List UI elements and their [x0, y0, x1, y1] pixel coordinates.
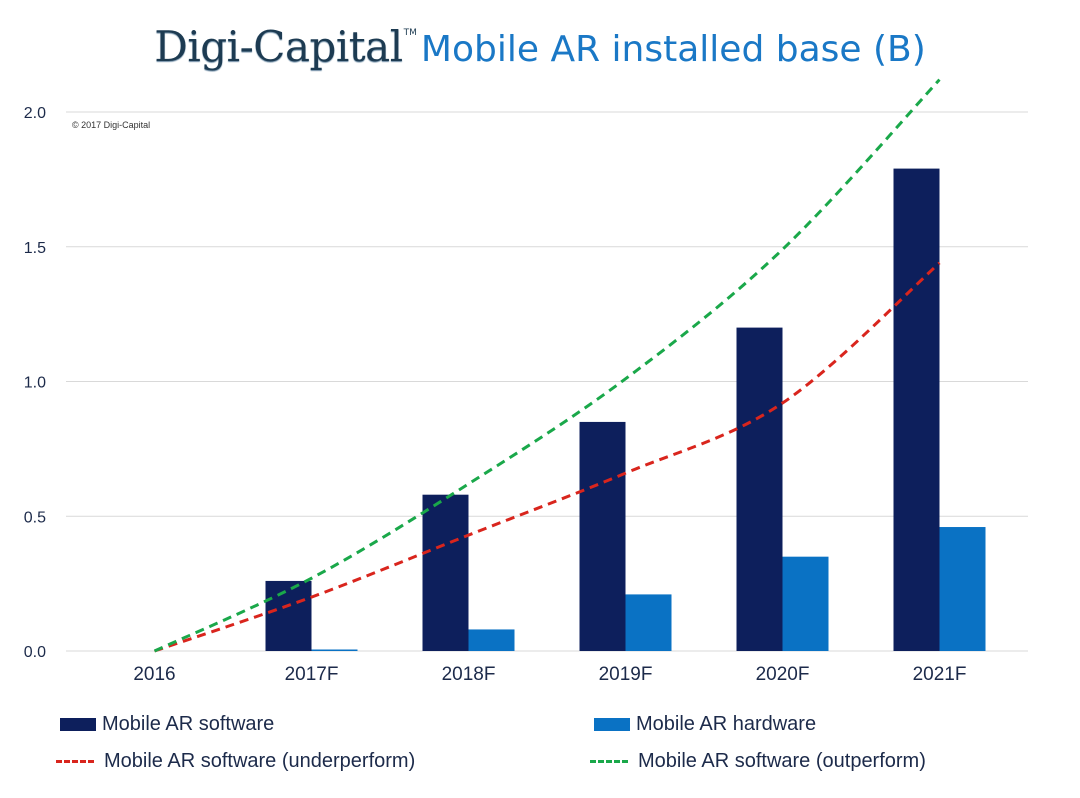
y-tick-label: 1.5	[24, 240, 46, 257]
y-tick-label: 0.5	[24, 509, 46, 526]
line-underperform	[154, 261, 941, 653]
legend-item-hardware: Mobile AR hardware	[594, 713, 816, 736]
legend-item-underperform: Mobile AR software (underperform)	[56, 750, 415, 773]
chart-title-row: Digi-CapitalTM Mobile AR installed base (…	[0, 22, 1080, 71]
legend-label-outperform: Mobile AR software (outperform)	[638, 750, 926, 772]
bar-hardware	[939, 527, 986, 651]
x-tick-label: 2018F	[442, 664, 496, 685]
y-tick-label: 0.0	[24, 644, 46, 661]
legend-swatch-hardware	[594, 718, 630, 731]
x-tick-label: 2017F	[285, 664, 339, 685]
bar-hardware	[625, 594, 672, 651]
bar-software	[893, 168, 940, 651]
legend-swatch-outperform	[590, 760, 628, 763]
line-outperform	[153, 78, 941, 653]
legend-label-hardware: Mobile AR hardware	[636, 713, 817, 735]
trademark: TM	[403, 28, 417, 38]
brand-logo: Digi-Capital	[154, 22, 403, 71]
bar-hardware	[311, 649, 358, 651]
chart-title: Mobile AR installed base (B)	[420, 29, 926, 70]
x-tick-label: 2019F	[599, 664, 653, 685]
legend-label-software: Mobile AR software	[102, 713, 275, 735]
bar-software	[579, 421, 626, 651]
legend: Mobile AR software Mobile AR hardware Mo…	[0, 700, 1080, 798]
copyright-note: © 2017 Digi-Capital	[72, 120, 150, 130]
x-tick-label: 2020F	[756, 664, 810, 685]
bar-hardware	[468, 629, 515, 651]
x-tick-label: 2016	[133, 664, 175, 685]
legend-label-underperform: Mobile AR software (underperform)	[104, 750, 416, 772]
chart-plot: 0.0 0.5 1.0 1.5 2.0 © 2017 Digi-Capital 2016 20…	[24, 78, 1028, 685]
bar-software	[265, 580, 312, 651]
y-tick-label: 2.0	[24, 105, 46, 122]
legend-swatch-software	[60, 718, 96, 731]
legend-swatch-underperform	[56, 760, 94, 763]
bar-software	[422, 494, 469, 651]
x-tick-label: 2021F	[913, 664, 967, 685]
legend-item-outperform: Mobile AR software (outperform)	[590, 750, 926, 773]
legend-item-software: Mobile AR software	[60, 713, 274, 736]
bar-hardware	[782, 556, 829, 651]
bar-software	[736, 327, 783, 651]
y-tick-label: 1.0	[24, 375, 46, 392]
